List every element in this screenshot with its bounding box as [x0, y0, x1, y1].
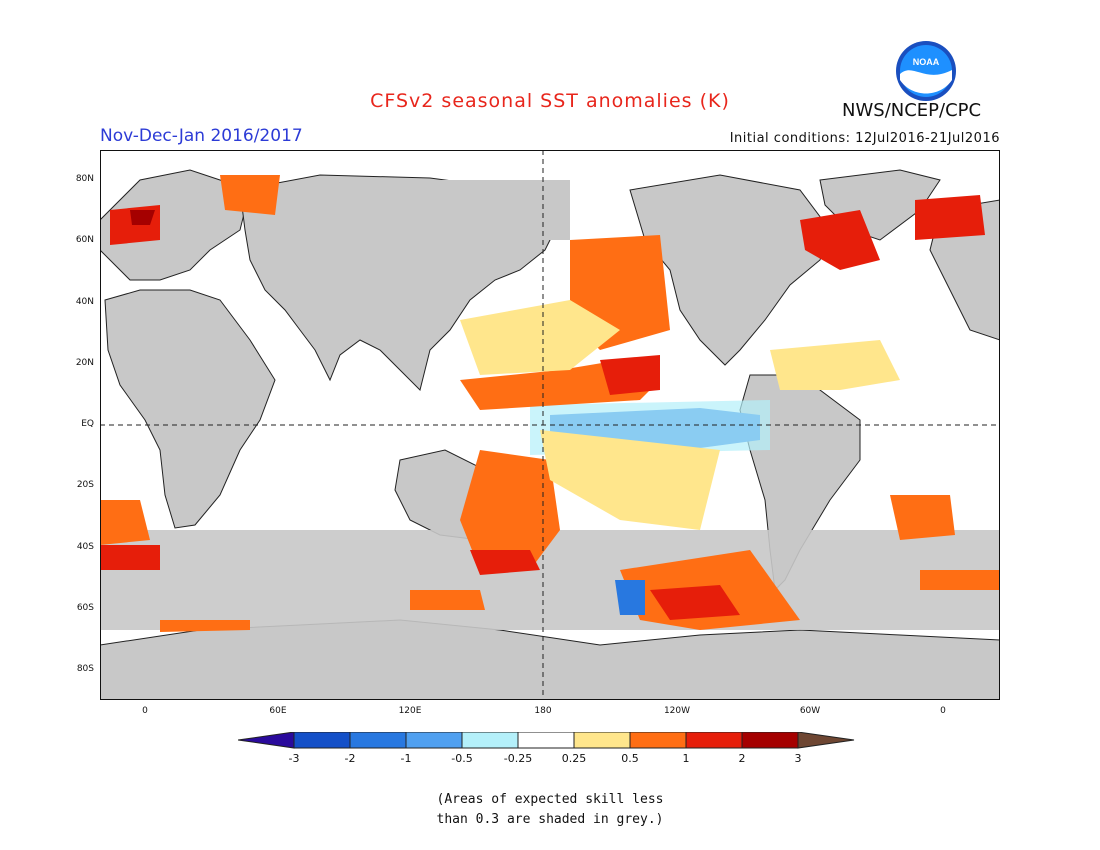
lon-label: 60E: [269, 706, 287, 716]
chart-title: CFSv2 seasonal SST anomalies (K): [370, 90, 730, 112]
lat-label: 20N: [75, 357, 94, 368]
colorbar-segment: [573, 732, 631, 749]
arctic-warm-3: [915, 195, 985, 240]
lon-label: 60W: [799, 706, 821, 716]
spac-warm-4: [650, 585, 740, 620]
lat-label: 80N: [75, 174, 94, 184]
initial-conditions: Initial conditions: 12Jul2016-21Jul2016: [729, 131, 1000, 146]
lon-label: 0: [940, 706, 946, 716]
forecast-period: Nov-Dec-Jan 2016/2017: [100, 126, 303, 146]
southern-ocean-warm-1: [160, 620, 250, 632]
colorbar-tick-label: -3: [289, 752, 300, 765]
colorbar-low-arrow: [238, 732, 295, 749]
southern-ocean-warm-3: [920, 570, 1000, 590]
colorbar-tick-label: 0.5: [621, 752, 639, 765]
colorbar-segment: [741, 732, 799, 749]
sst-anomaly-map: [100, 150, 1000, 700]
natl-warm: [800, 210, 880, 270]
lat-label: 80S: [76, 664, 94, 674]
lon-label: 0: [142, 706, 148, 716]
npac-yellow: [460, 300, 620, 375]
noaa-logo: NOAA: [896, 41, 956, 101]
arctic-warm-1: [220, 175, 280, 215]
lat-label: 60S: [76, 602, 94, 613]
lon-label: 120E: [398, 706, 422, 716]
spac-yellow: [540, 430, 720, 530]
agency-label: NWS/NCEP/CPC: [842, 100, 982, 121]
spac-cold: [615, 580, 645, 615]
colorbar-tick-label: -2: [345, 752, 356, 765]
colorbar-tick-label: 2: [739, 752, 746, 765]
lat-label: 20S: [76, 480, 94, 491]
grey-mask-north-pacific: [430, 180, 570, 240]
lat-label: EQ: [81, 419, 94, 429]
colorbar-segment: [349, 732, 407, 749]
skill-note-line2: than 0.3 are shaded in grey.): [436, 812, 664, 827]
npac-warm-3: [600, 355, 660, 395]
colorbar-tick-label: -0.25: [504, 752, 532, 765]
colorbar-segment: [685, 732, 743, 749]
colorbar-tick-label: 0.25: [562, 752, 587, 765]
colorbar-segment: [461, 732, 519, 749]
lat-label: 60N: [75, 235, 94, 246]
lon-label: 120W: [663, 706, 691, 716]
lon-label: 180: [534, 706, 552, 716]
satl-warm: [890, 495, 955, 540]
colorbar-segment: [405, 732, 463, 749]
lat-label: 40S: [76, 541, 94, 552]
lat-label: 40N: [75, 296, 94, 307]
colorbar-high-arrow: [797, 732, 855, 749]
europe-land: [100, 169, 251, 281]
colorbar-tick-label: 1: [683, 752, 690, 765]
colorbar-segment: [517, 732, 575, 749]
colorbar-tick-label: -1: [401, 752, 412, 765]
indian-far-south-warm: [100, 545, 160, 570]
spac-warm-1: [460, 450, 560, 570]
svg-text:NOAA: NOAA: [913, 57, 940, 67]
anomaly-patches: [100, 175, 1000, 632]
colorbar-segment: [293, 732, 351, 749]
arctic-dark-1: [130, 210, 155, 225]
africa-land: [104, 289, 276, 529]
skill-note-line1: (Areas of expected skill less: [436, 792, 664, 807]
north-america-land: [629, 174, 831, 366]
colorbar-segment: [629, 732, 687, 749]
spac-warm-2: [470, 550, 540, 575]
colorbar-tick-label: 3: [795, 752, 802, 765]
southern-ocean-warm-2: [410, 590, 485, 610]
color-scale-bar: -3 -2 -1 -0.5 -0.25 0.25 0.5 1 2 3: [238, 732, 855, 765]
atl-yellow: [770, 340, 900, 390]
grey-mask-south: [100, 530, 1000, 630]
colorbar-tick-label: -0.5: [451, 752, 472, 765]
skill-note: (Areas of expected skill less than 0.3 a…: [0, 790, 1100, 830]
indian-south-warm: [100, 500, 150, 545]
